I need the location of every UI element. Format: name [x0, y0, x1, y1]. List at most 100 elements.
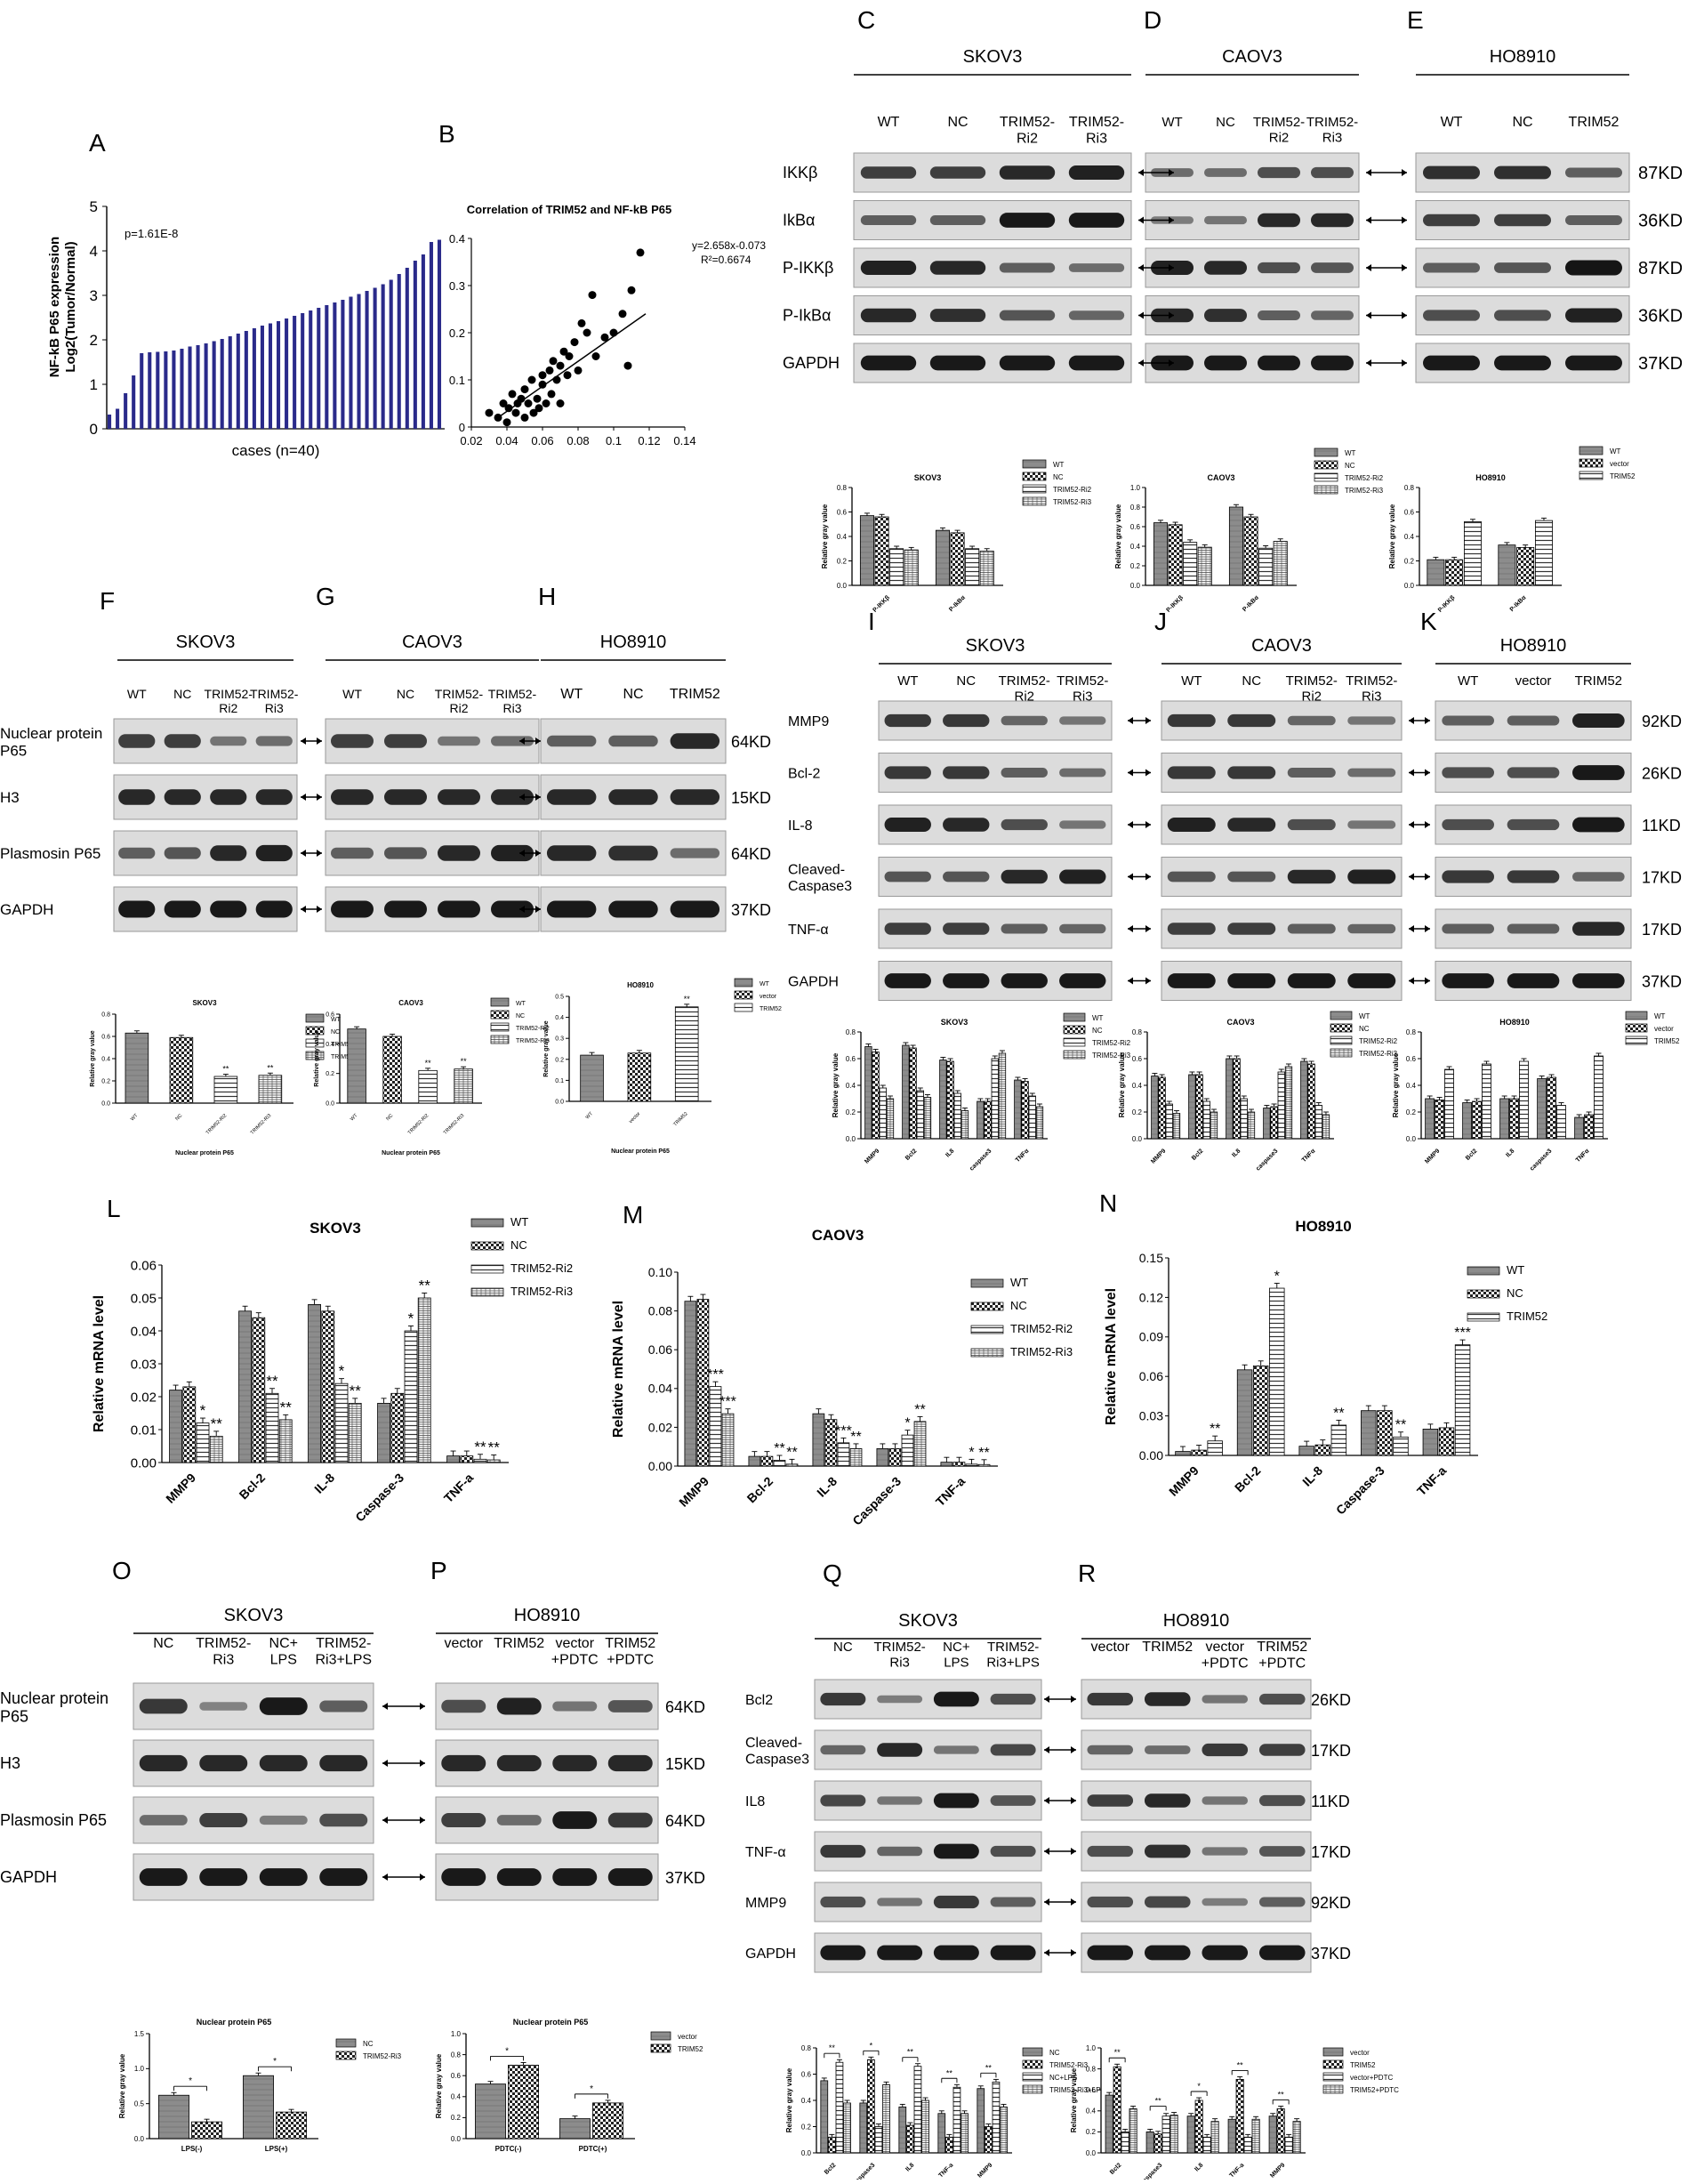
- legend-entry: TRIM52: [678, 2045, 703, 2053]
- double-arrow-icon: [1409, 873, 1430, 881]
- molecular-weight-label: 64KD: [731, 845, 771, 863]
- protein-band: [1565, 355, 1622, 371]
- y-tick-label: 0.0: [846, 1135, 856, 1143]
- protein-band: [546, 900, 597, 918]
- protein-band: [491, 900, 534, 918]
- y-tick-label: 5: [90, 198, 98, 215]
- y-tick-label: 0.6: [451, 2072, 462, 2080]
- protein-band: [929, 355, 986, 371]
- molecular-weight-label: 36KD: [1638, 212, 1683, 231]
- lane-label: vector +PDTC: [1202, 1640, 1249, 1671]
- y-tick-label: 0.0: [1406, 1135, 1417, 1143]
- legend-entry: TRIM52-Ri2: [510, 1261, 573, 1275]
- bar: [1298, 1446, 1314, 1456]
- bar: [389, 279, 393, 429]
- protein-band: [933, 1745, 979, 1754]
- y-tick-label: 0.06: [131, 1258, 157, 1273]
- bar: [879, 1087, 887, 1140]
- y-axis-label: Relative gray value: [90, 1030, 96, 1087]
- significance-mark: *: [505, 2046, 509, 2056]
- y-tick-label: 0.6: [801, 2070, 812, 2078]
- arrow-head: [1128, 821, 1133, 828]
- panel-letter-L: L: [107, 1195, 121, 1222]
- y-tick-label: 0.6: [846, 1055, 856, 1063]
- row-label: P-IkBα: [783, 307, 831, 325]
- category-label: Bcl-2: [237, 1471, 269, 1503]
- chart-Jbar: 0.0 0.2 0.4 0.6 0.8 CAOV3 Relative gray value M…: [1118, 1011, 1398, 1173]
- legend-entry: WT: [331, 1017, 342, 1023]
- bar: [977, 2088, 985, 2154]
- protein-band: [384, 789, 427, 805]
- protein-band: [943, 871, 990, 882]
- bar: [867, 2059, 875, 2154]
- panel-letter-H: H: [538, 583, 556, 610]
- data-point: [499, 399, 508, 407]
- significance-mark: **: [350, 1382, 362, 1399]
- y-tick-label: 0.02: [131, 1390, 157, 1405]
- legend-swatch: [305, 1051, 325, 1060]
- chart-title: HO8910: [1295, 1218, 1351, 1235]
- protein-band: [1347, 820, 1396, 829]
- data-point: [545, 366, 554, 375]
- bar: [1195, 1074, 1203, 1140]
- significance-mark: **: [985, 2063, 993, 2072]
- category-label: WT: [350, 1113, 359, 1123]
- legend-swatch: [1022, 2084, 1043, 2094]
- row-label: P-IKKβ: [783, 259, 833, 277]
- category-label: MMP9: [977, 2162, 993, 2179]
- y-tick-label: 1.0: [134, 2065, 145, 2073]
- bar: [859, 515, 874, 586]
- double-arrow-icon: [1138, 264, 1174, 271]
- significance-mark: ***: [719, 1395, 736, 1410]
- protein-band: [1494, 355, 1551, 371]
- y-tick-label: 0.06: [648, 1342, 672, 1357]
- molecular-weight-label: 64KD: [731, 733, 771, 751]
- arrow-head: [1128, 717, 1133, 724]
- protein-band: [1167, 973, 1216, 988]
- bar: [627, 1052, 652, 1102]
- protein-band: [210, 845, 247, 861]
- protein-band: [118, 789, 156, 805]
- molecular-weight-label: 87KD: [1638, 164, 1683, 183]
- protein-band: [1204, 168, 1247, 177]
- lane-label: NC+ LPS: [269, 1636, 298, 1667]
- protein-band: [552, 1701, 598, 1712]
- y-tick-label: 1: [90, 376, 98, 393]
- y-tick-label: 0.8: [451, 2051, 462, 2059]
- arrow-head: [1409, 821, 1414, 828]
- protein-band: [1202, 1695, 1249, 1704]
- arrow-head: [1402, 359, 1407, 367]
- cell-line-title: CAOV3: [1251, 636, 1312, 656]
- legend-entry: TRIM52-Ri2: [1053, 486, 1092, 494]
- legend-swatch: [1467, 1266, 1500, 1276]
- panel-letter-A: A: [89, 129, 106, 157]
- bar: [909, 1047, 917, 1140]
- protein-band: [496, 1868, 542, 1886]
- double-arrow-icon: [1409, 821, 1430, 828]
- protein-band: [1442, 870, 1494, 883]
- bar: [721, 1413, 735, 1467]
- bar: [1207, 1440, 1223, 1456]
- bar: [977, 1100, 985, 1140]
- y-tick-label: 0.8: [101, 1011, 110, 1018]
- legend-entry: TRIM52-Ri2: [1010, 1322, 1073, 1335]
- protein-band: [884, 871, 931, 882]
- data-point: [563, 371, 572, 380]
- bar: [204, 343, 208, 429]
- protein-band: [929, 214, 986, 226]
- significance-mark: **: [419, 1277, 431, 1293]
- double-arrow-icon: [1044, 1848, 1076, 1855]
- y-tick-label: 0.15: [1139, 1251, 1163, 1265]
- protein-band: [820, 1945, 866, 1961]
- chart-title: HO8910: [1475, 473, 1506, 482]
- protein-band: [1565, 214, 1622, 226]
- double-arrow-icon: [519, 794, 541, 801]
- significance-mark: **: [1155, 2097, 1162, 2106]
- arrow-head: [1071, 1898, 1076, 1906]
- bar: [945, 2136, 953, 2154]
- protein-band: [1311, 310, 1354, 320]
- protein-band: [1565, 260, 1622, 276]
- legend-swatch: [1063, 1012, 1086, 1022]
- protein-band: [118, 734, 156, 748]
- legend-entry: WT: [1092, 1014, 1104, 1022]
